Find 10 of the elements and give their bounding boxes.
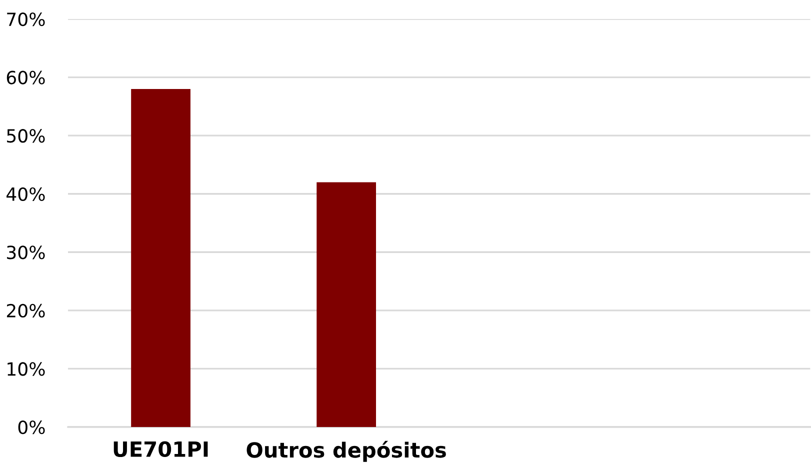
x-tick-label: Outros depósitos	[246, 440, 446, 462]
y-tick-label: 20%	[6, 304, 45, 318]
y-tick-label: 10%	[8, 362, 45, 376]
x-tick-label: UE701PI	[114, 441, 208, 458]
y-tick-label: 40%	[6, 187, 45, 201]
y-tick-label: 50%	[7, 129, 45, 143]
y-tick-label: 60%	[6, 70, 45, 84]
y-tick-label: 0%	[18, 420, 45, 434]
y-tick-label: 70%	[7, 12, 45, 26]
y-tick-label: 30%	[7, 246, 45, 260]
